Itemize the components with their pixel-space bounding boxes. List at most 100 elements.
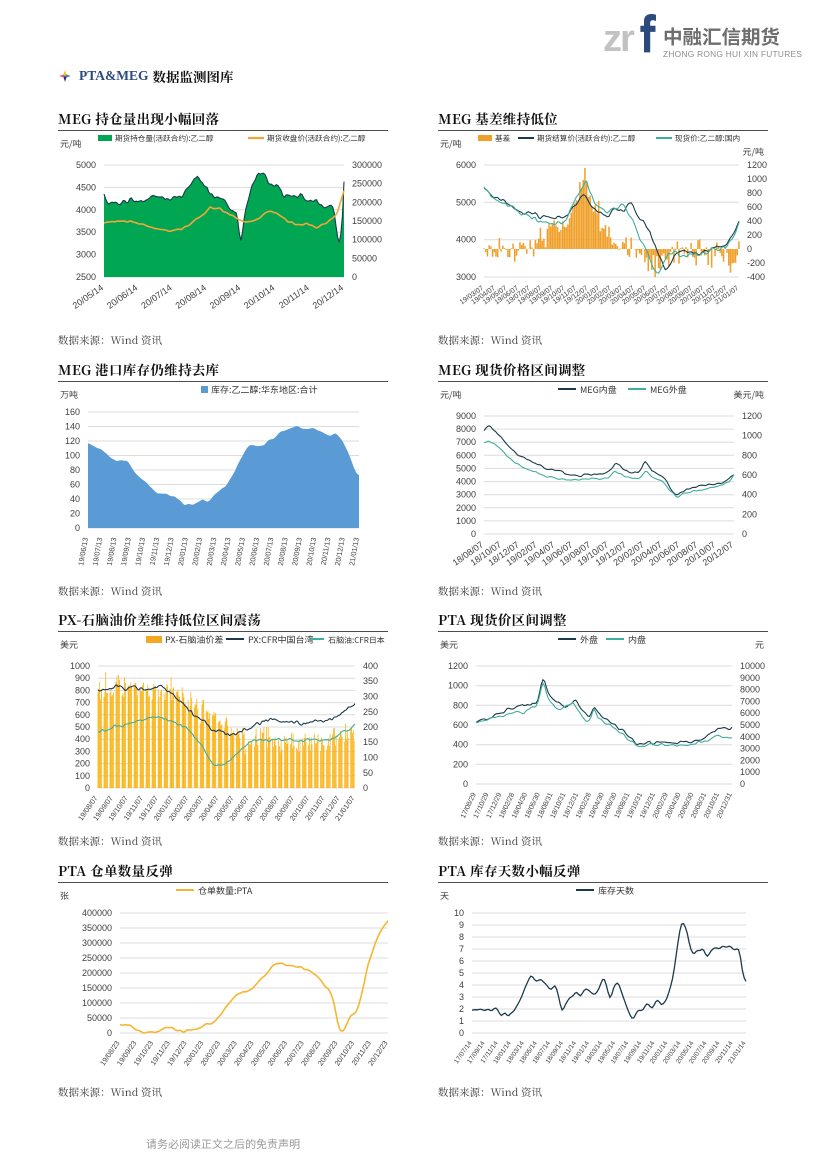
svg-text:20/09/13: 20/09/13 (290, 537, 304, 567)
svg-text:4500: 4500 (76, 182, 96, 192)
svg-text:4000: 4000 (740, 732, 760, 742)
svg-text:美元: 美元 (60, 638, 78, 651)
svg-text:仓单数量:PTA: 仓单数量:PTA (198, 885, 253, 897)
svg-text:19/11/13: 19/11/13 (148, 537, 162, 566)
svg-text:7000: 7000 (740, 696, 760, 706)
svg-text:20/12/14: 20/12/14 (311, 282, 345, 310)
svg-text:400: 400 (75, 734, 90, 744)
svg-text:0: 0 (352, 272, 357, 282)
svg-text:20/04/13: 20/04/13 (219, 537, 233, 567)
svg-text:基差: 基差 (495, 133, 511, 144)
svg-text:0: 0 (75, 523, 80, 533)
svg-text:期货结算价(活跃合约):乙二醇: 期货结算价(活跃合约):乙二醇 (537, 133, 636, 144)
svg-text:6000: 6000 (456, 160, 476, 170)
svg-text:0: 0 (459, 1028, 464, 1038)
svg-text:600: 600 (453, 720, 468, 730)
svg-text:19/10/13: 19/10/13 (133, 537, 147, 567)
svg-text:20/06/14: 20/06/14 (105, 282, 139, 310)
svg-text:PX:CFR中国台湾: PX:CFR中国台湾 (248, 634, 314, 646)
svg-text:5000: 5000 (76, 160, 96, 170)
svg-text:9000: 9000 (740, 673, 760, 683)
svg-text:现货价:乙二醇:国内: 现货价:乙二醇:国内 (675, 133, 740, 144)
svg-text:19/09/13: 19/09/13 (119, 537, 133, 567)
svg-text:0: 0 (107, 1028, 112, 1038)
svg-text:1200: 1200 (747, 160, 767, 170)
svg-text:600: 600 (75, 710, 90, 720)
svg-text:350000: 350000 (82, 923, 112, 933)
svg-text:40: 40 (70, 494, 80, 504)
svg-text:500: 500 (75, 722, 90, 732)
svg-text:6000: 6000 (740, 708, 760, 718)
svg-text:150000: 150000 (82, 983, 112, 993)
svg-text:张: 张 (60, 889, 69, 902)
svg-text:20/02/13: 20/02/13 (190, 537, 204, 567)
svg-text:20/11/14: 20/11/14 (277, 282, 311, 310)
svg-text:9: 9 (459, 920, 464, 930)
svg-text:3500: 3500 (76, 227, 96, 237)
svg-text:0: 0 (740, 779, 745, 789)
svg-text:800: 800 (75, 685, 90, 695)
svg-text:400: 400 (363, 661, 378, 671)
svg-text:140: 140 (65, 422, 80, 432)
svg-text:20/03/13: 20/03/13 (205, 537, 219, 567)
svg-text:0: 0 (742, 529, 747, 539)
svg-text:150: 150 (363, 737, 378, 747)
svg-text:期货持仓量(活跃合约):乙二醇: 期货持仓量(活跃合约):乙二醇 (115, 133, 214, 144)
svg-text:3000: 3000 (456, 490, 476, 500)
svg-text:19/06/13: 19/06/13 (76, 537, 90, 567)
svg-text:20/06/13: 20/06/13 (247, 537, 261, 567)
svg-text:350: 350 (363, 676, 378, 686)
svg-text:120: 120 (65, 436, 80, 446)
svg-text:600: 600 (742, 470, 757, 480)
svg-text:50: 50 (363, 768, 373, 778)
svg-text:PX-石脑油价差: PX-石脑油价差 (165, 634, 223, 646)
svg-text:6: 6 (459, 956, 464, 966)
svg-text:外盘: 外盘 (580, 634, 598, 646)
svg-text:800: 800 (742, 450, 757, 460)
svg-text:6000: 6000 (456, 450, 476, 460)
svg-text:400: 400 (747, 216, 762, 226)
svg-text:50000: 50000 (352, 253, 377, 263)
svg-text:20/05/14: 20/05/14 (71, 282, 105, 310)
svg-text:zr: zr (603, 18, 635, 60)
svg-text:石脑油:CFR日本: 石脑油:CFR日本 (328, 635, 385, 646)
svg-text:4000: 4000 (456, 235, 476, 245)
svg-text:元: 元 (755, 638, 764, 651)
svg-text:MEG外盘: MEG外盘 (650, 384, 687, 396)
svg-text:10000: 10000 (740, 661, 765, 671)
svg-text:1200: 1200 (448, 661, 468, 671)
svg-text:元/吨: 元/吨 (440, 137, 462, 150)
svg-text:5: 5 (459, 968, 464, 978)
svg-text:100: 100 (75, 771, 90, 781)
svg-text:20/10/13: 20/10/13 (304, 537, 318, 567)
svg-text:19/08/13: 19/08/13 (105, 537, 119, 567)
svg-text:库存天数: 库存天数 (598, 885, 634, 897)
svg-text:3000: 3000 (76, 250, 96, 260)
svg-text:50000: 50000 (87, 1013, 112, 1023)
svg-text:200: 200 (363, 722, 378, 732)
svg-text:2000: 2000 (740, 755, 760, 765)
svg-text:元/吨: 元/吨 (60, 137, 82, 150)
svg-text:0: 0 (747, 244, 752, 254)
svg-text:150000: 150000 (352, 216, 382, 226)
svg-text:1: 1 (459, 1016, 464, 1026)
svg-text:2: 2 (459, 1004, 464, 1014)
svg-text:1000: 1000 (448, 681, 468, 691)
svg-text:600: 600 (747, 202, 762, 212)
svg-text:100: 100 (65, 451, 80, 461)
svg-text:300: 300 (75, 746, 90, 756)
svg-text:5000: 5000 (740, 720, 760, 730)
svg-text:元/吨: 元/吨 (440, 388, 462, 401)
svg-text:5000: 5000 (456, 197, 476, 207)
svg-text:200000: 200000 (82, 968, 112, 978)
svg-text:250000: 250000 (352, 179, 382, 189)
svg-text:-400: -400 (747, 272, 765, 282)
svg-text:60: 60 (70, 480, 80, 490)
svg-text:300: 300 (363, 692, 378, 702)
svg-text:ZHONG RONG HUI XIN FUTURES: ZHONG RONG HUI XIN FUTURES (663, 49, 802, 59)
svg-text:5000: 5000 (456, 463, 476, 473)
svg-text:700: 700 (75, 698, 90, 708)
svg-text:200: 200 (742, 509, 757, 519)
svg-text:1000: 1000 (742, 431, 762, 441)
svg-text:8000: 8000 (456, 424, 476, 434)
